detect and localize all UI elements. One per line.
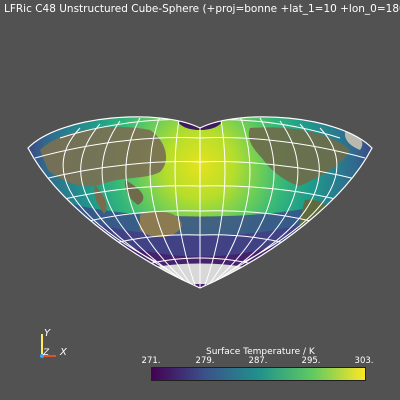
colorbar-tick: 271.: [141, 356, 161, 366]
orientation-axes-icon: Y Z X: [40, 328, 68, 358]
map-outline: [27, 116, 373, 289]
colorbar-tick: 287.: [248, 356, 268, 366]
colorbar-tick: 295.: [301, 356, 321, 366]
y-axis-label: Y: [44, 328, 51, 339]
colorbar: [151, 367, 366, 381]
z-axis-label: Z: [42, 348, 50, 358]
z-axis-dot: [40, 354, 44, 358]
colorbar-tick: 303.: [354, 356, 374, 366]
colorbar-title: Surface Temperature / K: [206, 347, 315, 357]
graticule-grid: [34, 116, 366, 288]
viewer-title: LFRic C48 Unstructured Cube-Sphere (+pro…: [4, 3, 400, 15]
colorbar-tick: 279.: [195, 356, 215, 366]
x-axis-label: X: [59, 347, 68, 358]
